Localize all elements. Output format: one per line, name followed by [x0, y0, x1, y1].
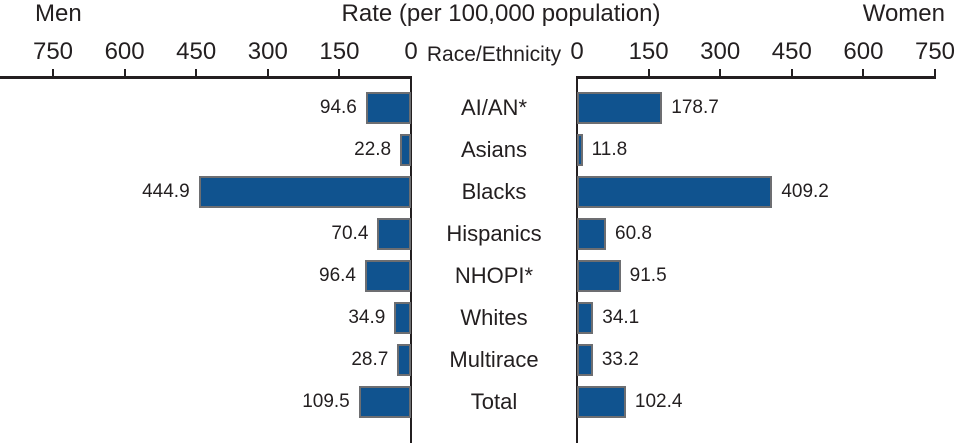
- men-zero-line: [410, 76, 412, 443]
- women-zero-line: [576, 76, 578, 443]
- men-bar: [198, 176, 411, 208]
- chart-title: Rate (per 100,000 population): [341, 0, 661, 27]
- women-axis-tick-label: 450: [771, 38, 812, 65]
- women-bar: [577, 260, 621, 292]
- women-bar: [577, 134, 583, 166]
- women-bar: [577, 344, 593, 376]
- women-axis-line: [576, 76, 936, 79]
- category-label: Asians: [460, 137, 528, 162]
- men-value-label: 22.8: [354, 139, 392, 160]
- category-label: Whites: [460, 305, 528, 330]
- men-axis-tick: [266, 69, 269, 76]
- men-bar: [358, 386, 411, 418]
- men-axis-line: [0, 76, 412, 79]
- women-bar: [577, 386, 626, 418]
- men-axis-tick-label: 600: [104, 38, 145, 65]
- category-label: NHOPI*: [454, 263, 534, 288]
- women-value-label: 102.4: [634, 391, 683, 412]
- men-axis-tick: [338, 69, 341, 76]
- women-value-label: 11.8: [591, 139, 628, 160]
- women-bar: [577, 302, 594, 334]
- women-value-label: 409.2: [781, 181, 829, 202]
- men-bar: [400, 134, 411, 166]
- women-axis-tick: [862, 69, 865, 76]
- women-value-label: 60.8: [615, 223, 652, 244]
- category-label: AI/AN*: [460, 95, 528, 120]
- men-axis-tick-label: 300: [247, 38, 288, 65]
- men-axis-tick-label: 750: [32, 38, 74, 65]
- men-bar: [397, 344, 411, 376]
- men-value-label: 109.5: [302, 391, 350, 412]
- men-column-title: Men: [35, 0, 82, 27]
- women-axis-tick-label: 600: [843, 38, 884, 65]
- men-value-label: 28.7: [351, 349, 389, 370]
- women-axis-tick-label: 750: [914, 38, 956, 65]
- women-axis-tick-label: 300: [700, 38, 741, 65]
- women-axis-tick-label: 150: [628, 38, 669, 65]
- women-axis-tick: [934, 69, 936, 76]
- men-value-label: 96.4: [319, 265, 356, 286]
- men-axis-tick-label: 0: [404, 38, 418, 65]
- men-value-label: 444.9: [142, 181, 190, 202]
- women-column-title: Women: [862, 0, 945, 27]
- men-axis-tick: [52, 69, 54, 76]
- women-axis-tick: [790, 69, 793, 76]
- men-bar: [377, 218, 411, 250]
- men-value-label: 70.4: [331, 223, 369, 244]
- men-bar: [365, 92, 411, 124]
- women-bar: [577, 218, 607, 250]
- category-label: Hispanics: [446, 221, 542, 246]
- category-label: Blacks: [461, 179, 527, 204]
- men-value-label: 94.6: [319, 97, 357, 118]
- men-axis-tick-label: 450: [176, 38, 217, 65]
- category-label: Multirace: [449, 347, 539, 372]
- men-bar: [394, 302, 411, 334]
- men-bar: [364, 260, 411, 292]
- women-bar: [577, 92, 663, 124]
- women-value-label: 91.5: [629, 265, 667, 286]
- women-bar: [577, 176, 773, 208]
- women-value-label: 34.1: [602, 307, 640, 328]
- men-axis-tick: [195, 69, 198, 76]
- men-axis-tick-label: 150: [319, 38, 360, 65]
- men-axis-tick: [123, 69, 126, 76]
- women-axis-tick: [719, 69, 722, 76]
- category-label: Total: [470, 389, 518, 414]
- women-axis-tick-label: 0: [570, 38, 584, 65]
- race-ethnicity-axis-label: Race/Ethnicity: [426, 43, 562, 66]
- women-axis-tick: [647, 69, 650, 76]
- men-value-label: 34.9: [348, 307, 386, 328]
- women-value-label: 178.7: [671, 97, 719, 118]
- women-value-label: 33.2: [601, 349, 639, 370]
